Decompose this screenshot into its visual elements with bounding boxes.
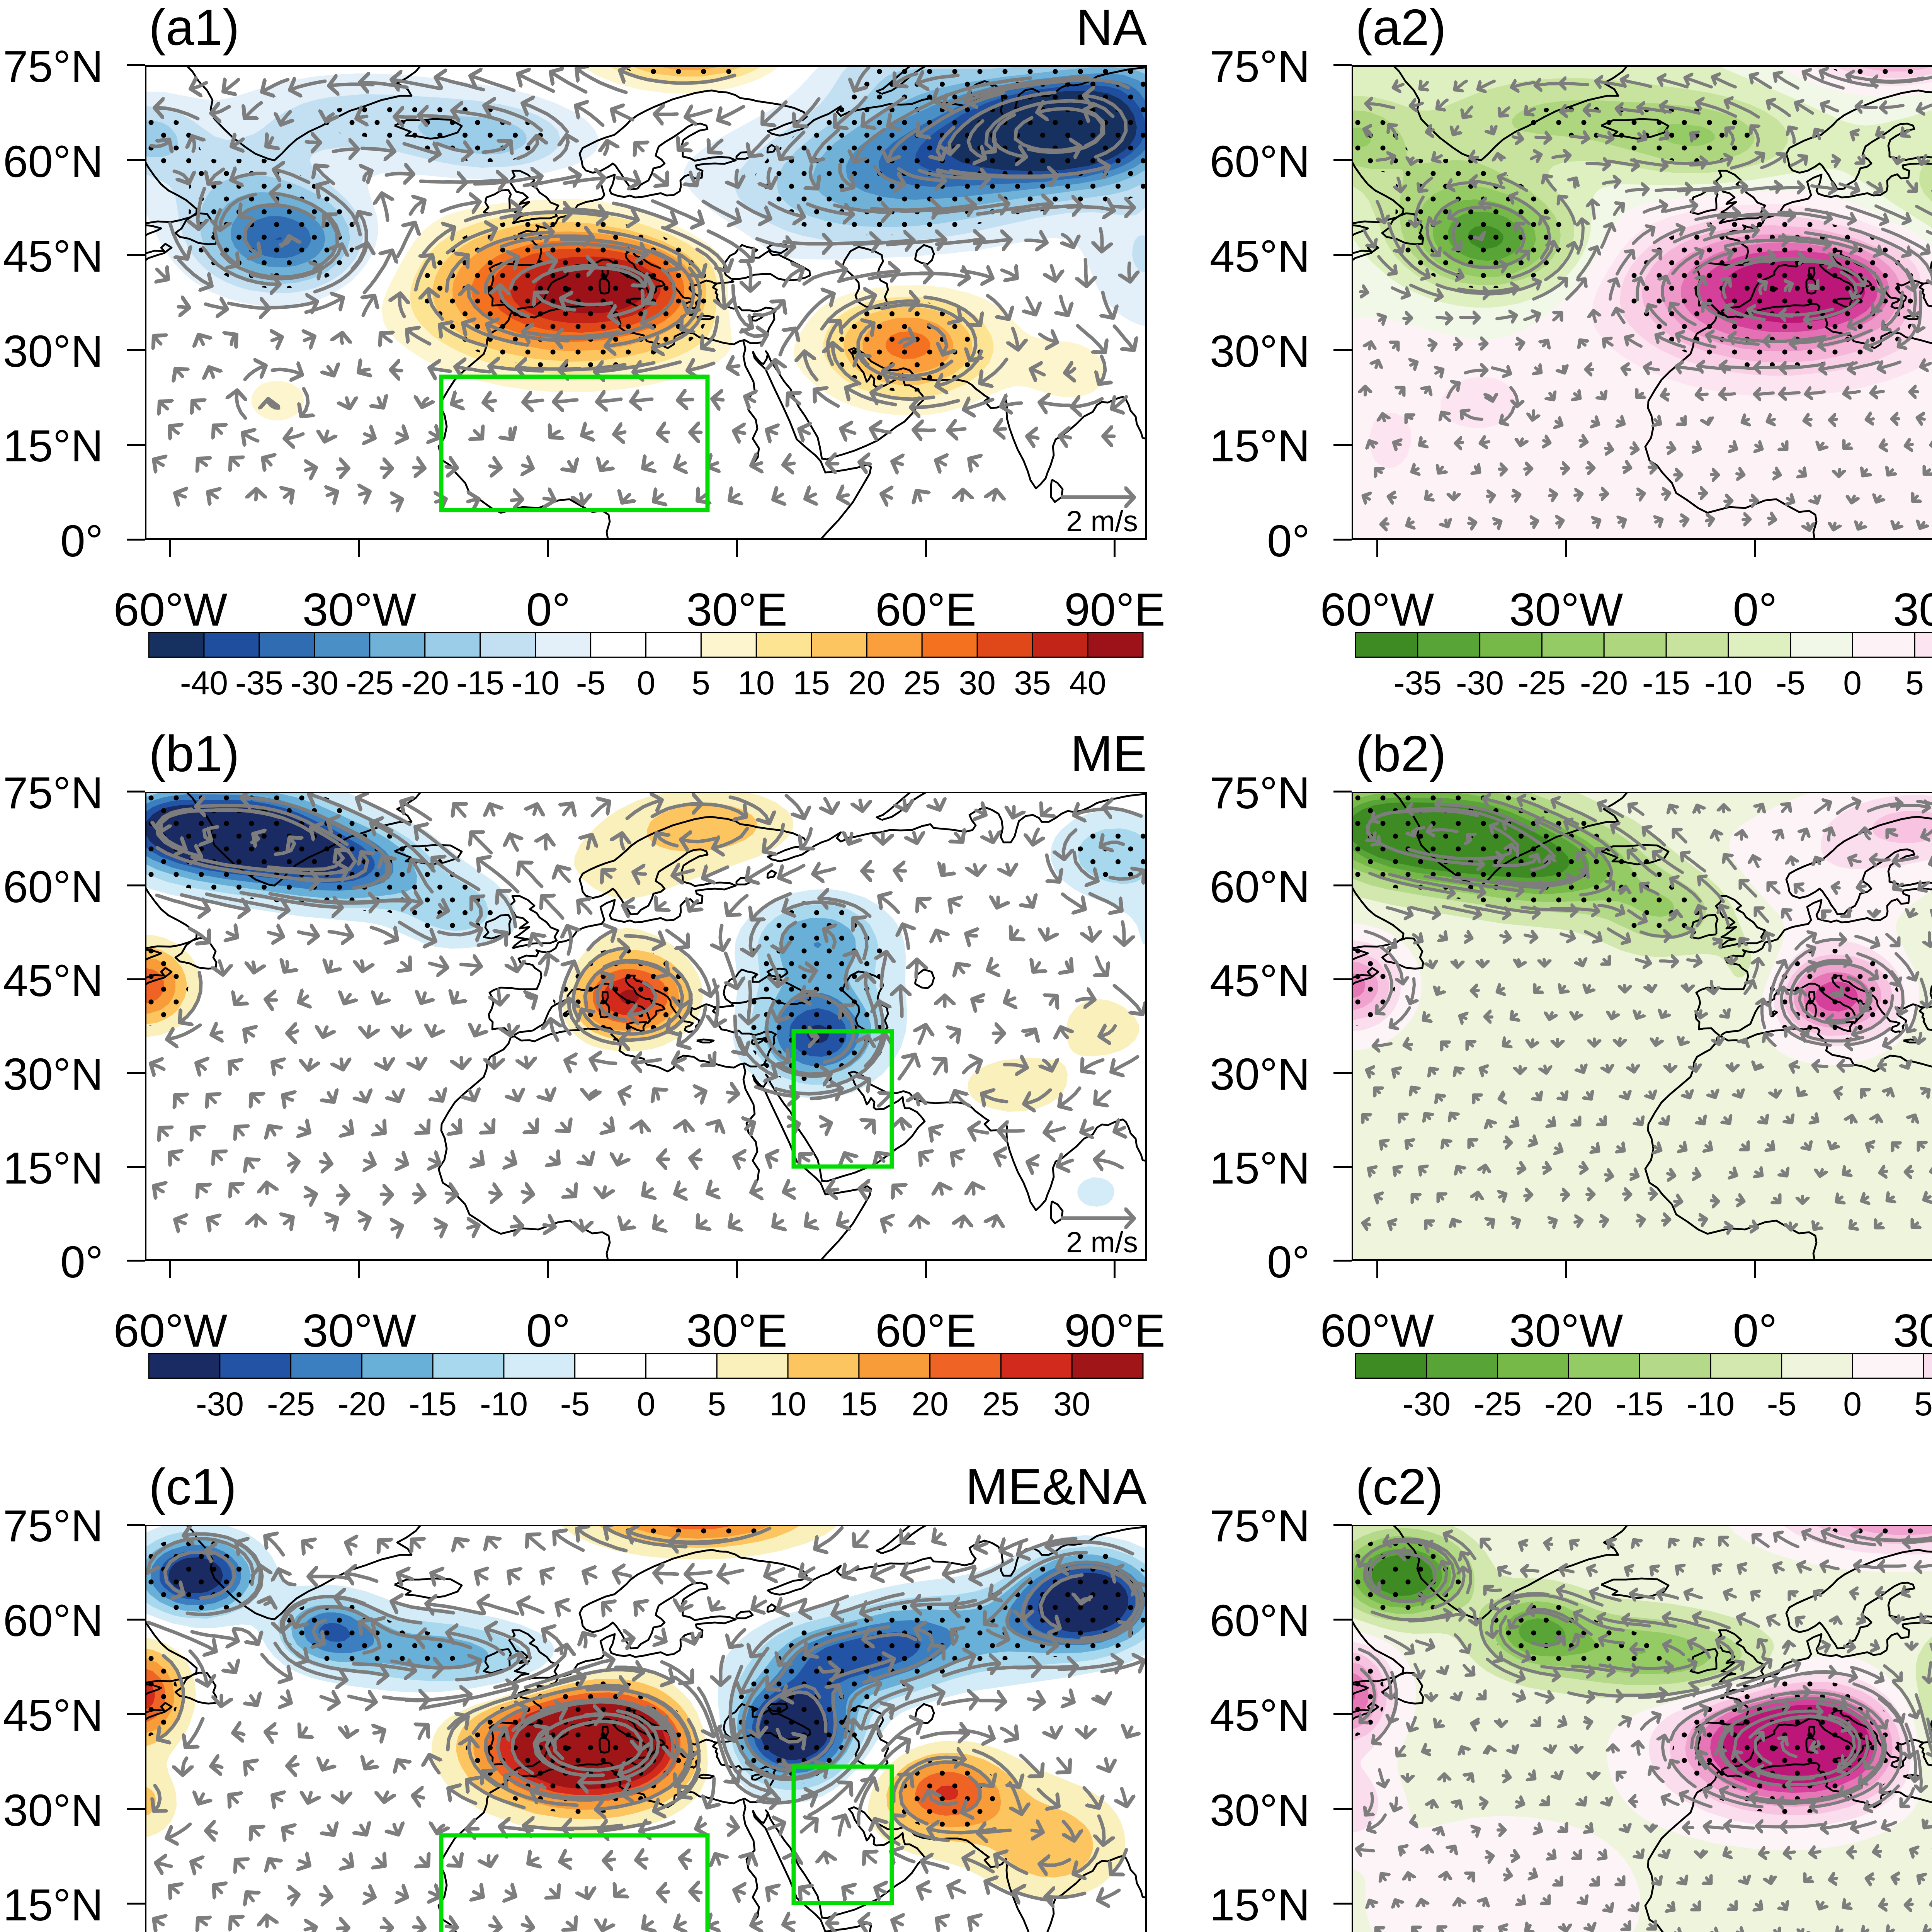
svg-text:2 m/s: 2 m/s — [1066, 505, 1138, 538]
svg-text:2 m/s: 2 m/s — [1066, 1226, 1138, 1259]
